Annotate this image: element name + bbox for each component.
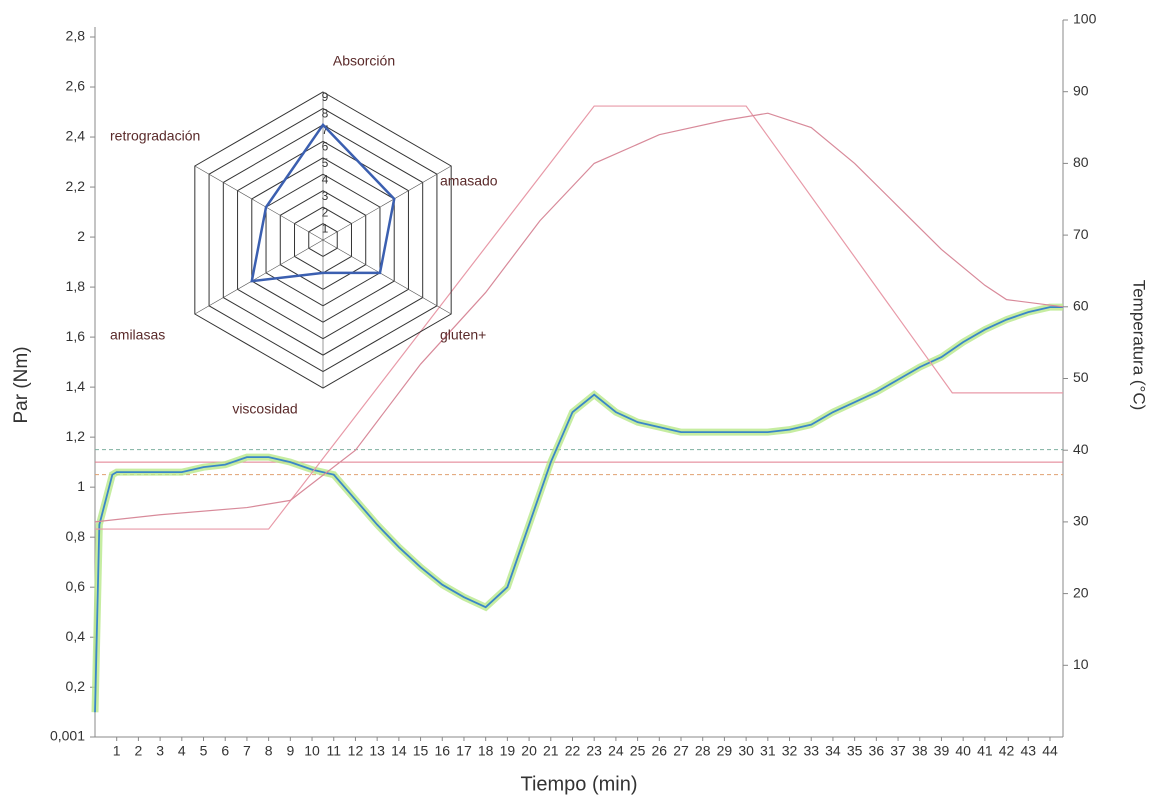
x-tick-label: 14 (391, 743, 407, 759)
radar-tick-label: 2 (322, 205, 329, 219)
x-tick-label: 25 (630, 743, 646, 759)
x-tick-label: 5 (200, 743, 208, 759)
radar-spoke (322, 239, 452, 315)
radar-tick-label: 9 (322, 90, 329, 104)
y2-axis-label: Temperatura (°C) (1130, 280, 1149, 411)
y-tick-label: 2,4 (66, 128, 86, 144)
radar-spoke (322, 165, 452, 241)
x-tick-label: 22 (565, 743, 581, 759)
y-tick-label: 0,8 (66, 528, 86, 544)
x-axis-label: Tiempo (min) (520, 773, 637, 795)
x-tick-label: 12 (348, 743, 364, 759)
y-tick-label: 1,2 (66, 428, 86, 444)
x-tick-label: 2 (135, 743, 143, 759)
y-tick-label: 2,8 (66, 28, 86, 44)
radar-spoke (194, 165, 324, 241)
x-tick-label: 39 (934, 743, 950, 759)
radar-tick-label: 7 (322, 123, 329, 137)
series-line (94, 306, 1063, 713)
y2-tick-label: 10 (1073, 656, 1089, 672)
y2-tick-label: 20 (1073, 584, 1089, 600)
y-tick-label: 1,6 (66, 328, 86, 344)
x-tick-label: 32 (782, 743, 798, 759)
y2-tick-label: 40 (1073, 441, 1089, 457)
x-tick-label: 9 (286, 743, 294, 759)
radar-axis-label: viscosidad (232, 401, 297, 417)
x-tick-label: 8 (265, 743, 273, 759)
y2-tick-label: 70 (1073, 226, 1089, 242)
x-tick-label: 20 (521, 743, 537, 759)
x-tick-label: 37 (890, 743, 906, 759)
x-tick-label: 18 (478, 743, 494, 759)
radar-axis-label: amasado (440, 173, 498, 189)
y2-tick-label: 60 (1073, 298, 1089, 314)
radar-tick-label: 4 (322, 172, 329, 186)
x-tick-label: 23 (586, 743, 602, 759)
x-tick-label: 43 (1020, 743, 1036, 759)
x-tick-label: 4 (178, 743, 186, 759)
radar-axis-label: amilasas (110, 327, 165, 343)
x-tick-label: 11 (326, 743, 341, 759)
radar-tick-label: 5 (322, 156, 329, 170)
x-tick-label: 1 (113, 743, 121, 759)
x-tick-label: 26 (652, 743, 668, 759)
y2-tick-label: 30 (1073, 513, 1089, 529)
x-tick-label: 38 (912, 743, 928, 759)
radar-shape (250, 122, 396, 283)
x-tick-label: 3 (156, 743, 164, 759)
x-tick-label: 35 (847, 743, 863, 759)
x-tick-label: 17 (456, 743, 472, 759)
x-tick-label: 28 (695, 743, 711, 759)
radar-axis-label: Absorción (333, 53, 395, 69)
x-tick-label: 36 (869, 743, 885, 759)
x-tick-label: 6 (221, 743, 229, 759)
y2-tick-label: 80 (1073, 154, 1089, 170)
x-tick-label: 7 (243, 743, 251, 759)
x-tick-label: 24 (608, 743, 624, 759)
y-axis-label: Par (Nm) (11, 346, 32, 423)
y-tick-label: 1 (77, 478, 85, 494)
radar-tick-label: 6 (322, 140, 329, 154)
x-tick-label: 33 (803, 743, 819, 759)
series-line (94, 112, 1064, 523)
x-tick-label: 44 (1042, 743, 1058, 759)
y-tick-label: 0,001 (50, 728, 85, 744)
y-tick-label: 0,6 (66, 578, 86, 594)
radar-axis-label: gluten+ (440, 327, 486, 343)
radar-spoke (194, 239, 324, 315)
y2-tick-label: 100 (1073, 11, 1097, 27)
radar-tick-label: 1 (322, 222, 329, 236)
y-tick-label: 1,8 (66, 278, 86, 294)
y-tick-label: 2,2 (66, 178, 86, 194)
x-tick-label: 16 (434, 743, 450, 759)
y-tick-label: 2 (77, 228, 85, 244)
y2-tick-label: 50 (1073, 369, 1089, 385)
x-tick-label: 40 (955, 743, 971, 759)
x-tick-label: 21 (543, 743, 559, 759)
radar-tick-label: 3 (322, 189, 329, 203)
radar-axis-label: retrogradación (110, 128, 200, 144)
x-tick-label: 10 (304, 743, 320, 759)
radar-tick-label: 8 (322, 107, 329, 121)
x-tick-label: 19 (500, 743, 516, 759)
y-tick-label: 0,4 (66, 628, 86, 644)
y-tick-label: 2,6 (66, 78, 86, 94)
x-tick-label: 15 (413, 743, 429, 759)
series-line (95, 105, 1063, 530)
x-tick-label: 13 (369, 743, 385, 759)
y-tick-label: 1,4 (66, 378, 86, 394)
y2-tick-label: 90 (1073, 82, 1089, 98)
x-tick-label: 29 (717, 743, 733, 759)
x-tick-label: 30 (738, 743, 754, 759)
x-tick-label: 34 (825, 743, 841, 759)
x-tick-label: 41 (977, 743, 993, 759)
y-tick-label: 0,2 (66, 678, 86, 694)
x-tick-label: 27 (673, 743, 689, 759)
x-tick-label: 31 (760, 743, 776, 759)
x-tick-label: 42 (999, 743, 1015, 759)
